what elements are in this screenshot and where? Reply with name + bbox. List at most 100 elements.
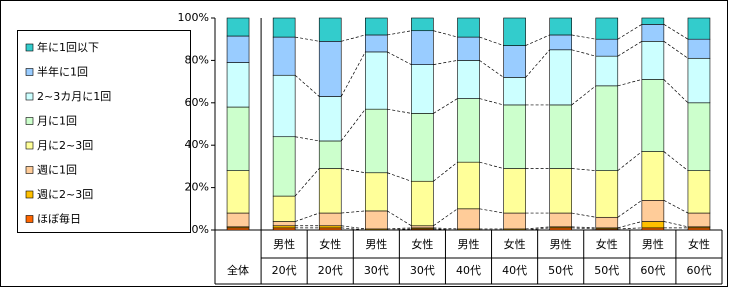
bar-segment (411, 17, 434, 32)
bar-segment (503, 77, 526, 106)
bar-segment (318, 140, 342, 169)
series-line (387, 172, 412, 182)
bar-segment (365, 51, 388, 110)
bar-segment (226, 106, 250, 171)
series-line (571, 85, 596, 106)
bar-segment (318, 96, 342, 142)
legend-swatch (25, 92, 34, 101)
x-tick-label: 40代 (456, 264, 481, 277)
bar-segment (687, 17, 711, 40)
series-line (341, 227, 366, 231)
bar-segment (641, 79, 665, 152)
bar-segment (411, 180, 434, 227)
bar-segment (549, 168, 572, 214)
series-line (525, 49, 550, 78)
bar-segment (318, 41, 342, 97)
bar-segment (226, 227, 250, 231)
series-line (295, 212, 320, 222)
legend-swatch (25, 190, 34, 199)
bar-segment (641, 41, 665, 80)
bar-segment (457, 161, 480, 210)
x-tick-label: 60代 (686, 264, 711, 277)
bar-segment (318, 212, 342, 227)
series-line (617, 79, 642, 87)
bar-segment (595, 38, 619, 57)
x-tick-label: 50代 (548, 264, 573, 277)
bar-segment (503, 17, 526, 46)
bar-segment (226, 62, 250, 108)
legend-label: 半年に1回 (37, 65, 88, 79)
series-line (571, 227, 596, 230)
x-tick-label: 30代 (410, 264, 435, 277)
bar-segment (641, 17, 665, 25)
bar-segment (595, 85, 619, 171)
bar-segment (226, 35, 250, 63)
bar-segment (595, 170, 619, 218)
bar-segment (687, 170, 711, 214)
series-line (341, 168, 366, 174)
y-tick-label: 80% (185, 53, 209, 66)
bar-segment (365, 108, 388, 174)
bar-segment (549, 17, 572, 36)
bar-segment (595, 216, 619, 229)
series-line (387, 51, 412, 65)
series-line (341, 225, 366, 230)
legend-box (17, 30, 191, 233)
bar-segment (226, 170, 250, 214)
legend-label: 週に2~3回 (37, 188, 93, 201)
bar-segment (457, 36, 480, 61)
legend-swatch (25, 117, 34, 125)
bar-segment (365, 17, 388, 36)
bar-segment (272, 221, 296, 227)
series-line (294, 74, 320, 97)
x-tick-label: 女性 (688, 237, 710, 251)
series-line (295, 136, 320, 142)
legend-label: ほぼ毎日 (37, 213, 81, 226)
bar-segment (549, 227, 572, 231)
series-line (663, 79, 689, 104)
series-line (433, 161, 458, 182)
series-line (571, 168, 596, 171)
legend-swatch (25, 215, 34, 223)
bar-segment (457, 208, 480, 230)
series-line (663, 151, 689, 171)
x-tick-label: 全体 (227, 263, 249, 277)
series-line (479, 161, 504, 169)
series-line (433, 228, 458, 231)
series-line (341, 34, 366, 42)
x-tick-label: 男性 (273, 237, 295, 251)
series-line (433, 60, 458, 65)
series-line (617, 221, 642, 229)
bar-segment (272, 36, 296, 76)
x-tick-label: 50代 (594, 264, 619, 277)
series-line (387, 227, 412, 230)
series-line (295, 36, 320, 42)
bar-segment (549, 34, 572, 51)
y-tick-label: 20% (185, 181, 209, 194)
bar-segment (226, 17, 250, 37)
bar-segment (272, 225, 296, 229)
x-tick-label: 男性 (642, 237, 664, 251)
bar-segment (318, 225, 342, 229)
bar-segment (318, 168, 342, 214)
bar-segment (365, 34, 388, 53)
x-tick-label: 男性 (550, 237, 572, 251)
legend-label: 2~3カ月に1回 (37, 90, 111, 103)
series-line (341, 210, 366, 214)
y-tick-label: 40% (185, 138, 209, 151)
series-line (433, 227, 458, 230)
series-line (525, 34, 550, 46)
legend-swatch (25, 43, 34, 52)
bar-segment (272, 136, 296, 197)
bar-segment (687, 102, 711, 171)
y-tick-label: 60% (185, 96, 209, 109)
x-tick-label: 女性 (411, 237, 433, 251)
series-line (479, 208, 504, 214)
series-line (433, 30, 458, 38)
x-tick-label: 40代 (502, 264, 527, 277)
x-tick-label: 女性 (504, 237, 526, 251)
x-tick-label: 女性 (596, 237, 618, 251)
bar-segment (457, 60, 480, 99)
bar-segment (687, 38, 711, 59)
